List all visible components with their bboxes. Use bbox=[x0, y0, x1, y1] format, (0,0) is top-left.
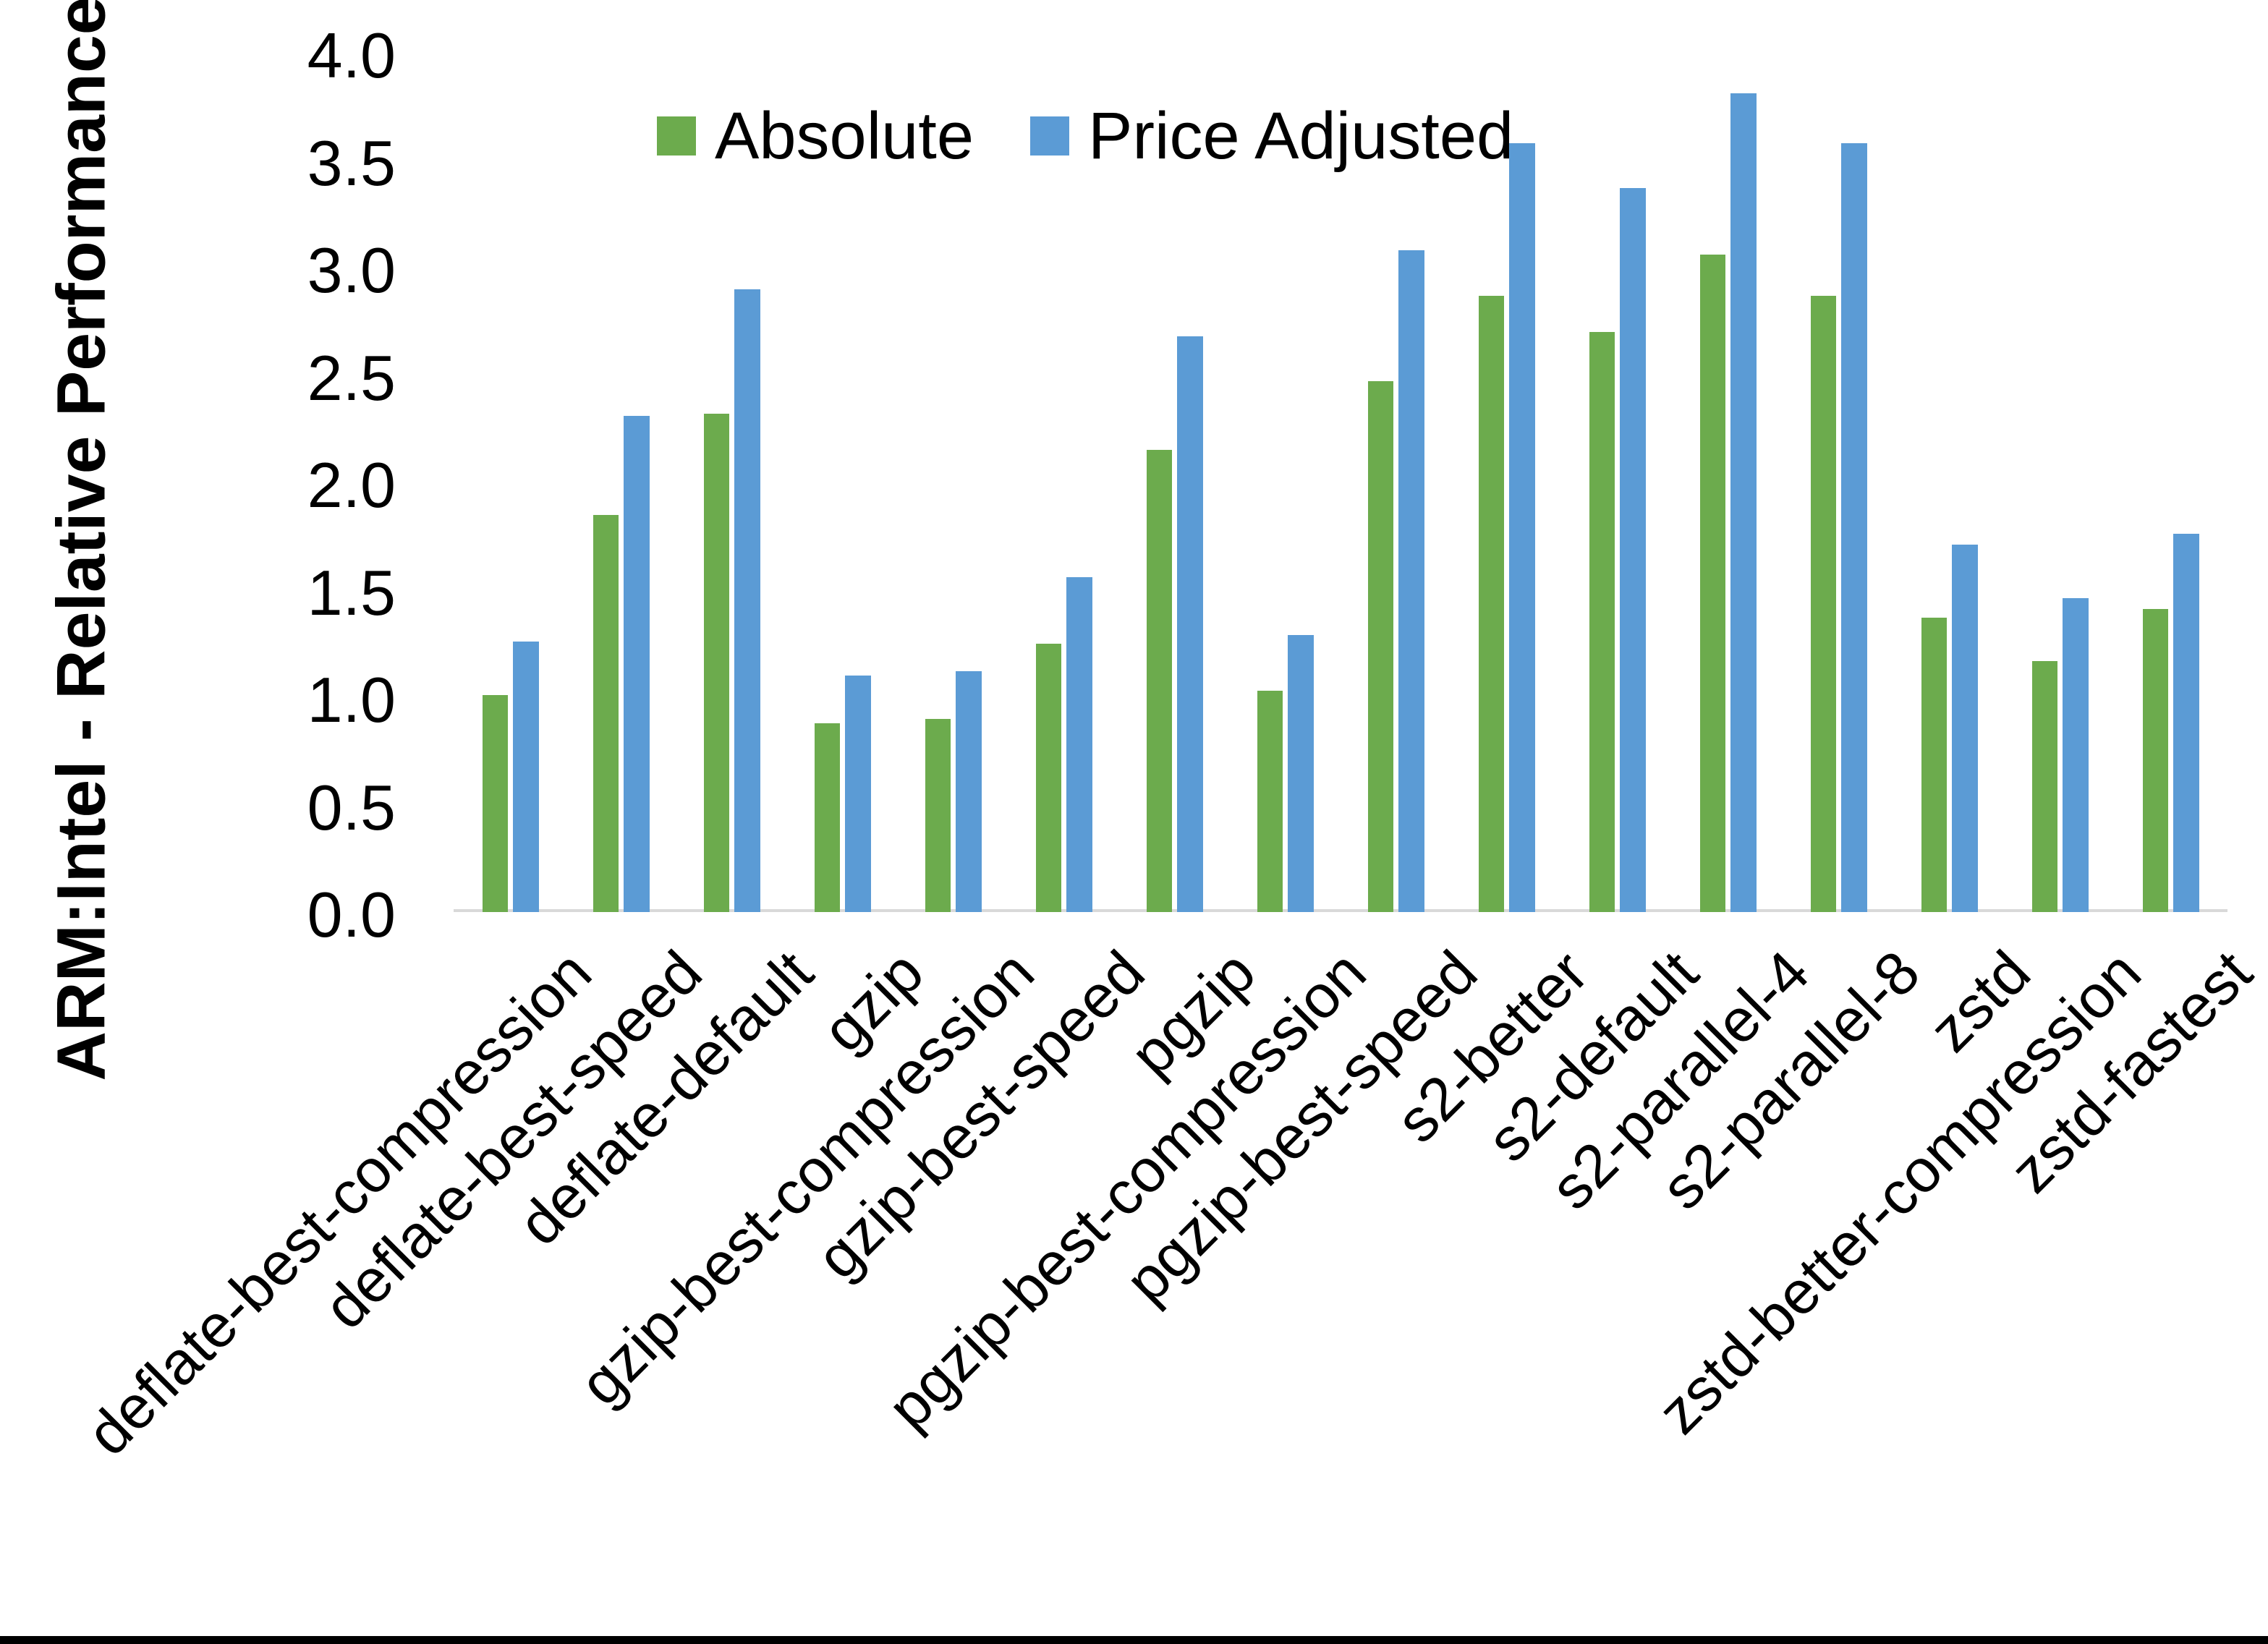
legend: Absolute Price Adjusted bbox=[657, 103, 1513, 169]
legend-item-absolute: Absolute bbox=[657, 103, 974, 169]
bar-absolute-deflate-default bbox=[704, 414, 729, 912]
bar-price-adjusted-s2-better bbox=[1509, 143, 1535, 912]
legend-swatch-price-adjusted bbox=[1030, 116, 1070, 156]
y-tick-2.5: 2.5 bbox=[307, 341, 396, 414]
bar-price-adjusted-zstd bbox=[1952, 545, 1978, 912]
bar-absolute-pgzip bbox=[1147, 450, 1172, 912]
bar-absolute-s2-default bbox=[1589, 332, 1615, 912]
legend-label-absolute: Absolute bbox=[715, 99, 974, 173]
y-tick-1.0: 1.0 bbox=[307, 664, 396, 736]
bar-price-adjusted-deflate-default bbox=[734, 289, 760, 912]
legend-swatch-absolute bbox=[657, 116, 696, 156]
bar-absolute-pgzip-best-compression bbox=[1257, 691, 1283, 912]
y-tick-1.5: 1.5 bbox=[307, 556, 396, 629]
bar-price-adjusted-pgzip-best-compression bbox=[1288, 635, 1314, 912]
bar-price-adjusted-pgzip-best-speed bbox=[1398, 250, 1424, 912]
bar-absolute-zstd-fastest bbox=[2143, 609, 2168, 912]
bar-price-adjusted-zstd-fastest bbox=[2173, 534, 2199, 912]
bar-price-adjusted-deflate-best-compression bbox=[513, 642, 539, 912]
bar-absolute-zstd bbox=[1921, 618, 1947, 912]
y-tick-4.0: 4.0 bbox=[307, 20, 396, 91]
x-axis-line bbox=[454, 909, 2227, 912]
bar-absolute-s2-parallel-4 bbox=[1700, 255, 1725, 912]
bar-absolute-deflate-best-compression bbox=[483, 695, 508, 912]
bar-absolute-s2-better bbox=[1479, 296, 1504, 912]
bar-price-adjusted-gzip bbox=[845, 676, 871, 912]
legend-label-price-adjusted: Price Adjusted bbox=[1088, 99, 1514, 173]
bar-absolute-pgzip-best-speed bbox=[1368, 381, 1393, 912]
y-axis-title: ARM:Intel - Relative Performance bbox=[43, 0, 120, 1081]
bar-absolute-zstd-better-compression bbox=[2032, 661, 2057, 912]
bar-price-adjusted-pgzip bbox=[1177, 336, 1203, 912]
bar-absolute-s2-parallel-8 bbox=[1811, 296, 1836, 912]
bar-absolute-deflate-best-speed bbox=[593, 515, 619, 912]
bar-price-adjusted-zstd-better-compression bbox=[2063, 598, 2089, 912]
y-tick-0.5: 0.5 bbox=[307, 771, 396, 843]
y-tick-3.5: 3.5 bbox=[307, 127, 396, 199]
bar-absolute-gzip-best-compression bbox=[925, 719, 951, 912]
screenshot-bottom-border bbox=[0, 1636, 2268, 1644]
bar-price-adjusted-deflate-best-speed bbox=[624, 416, 650, 912]
bar-price-adjusted-s2-parallel-8 bbox=[1841, 143, 1867, 912]
bar-price-adjusted-s2-parallel-4 bbox=[1730, 93, 1757, 912]
bar-absolute-gzip bbox=[815, 723, 840, 912]
bar-price-adjusted-s2-default bbox=[1620, 188, 1646, 912]
y-tick-3.0: 3.0 bbox=[307, 234, 396, 306]
bar-price-adjusted-gzip-best-compression bbox=[956, 671, 982, 912]
legend-item-price-adjusted: Price Adjusted bbox=[1030, 103, 1513, 169]
y-tick-2.0: 2.0 bbox=[307, 449, 396, 521]
bar-absolute-gzip-best-speed bbox=[1036, 644, 1061, 912]
bar-price-adjusted-gzip-best-speed bbox=[1066, 577, 1092, 912]
y-tick-0.0: 0.0 bbox=[307, 879, 396, 950]
